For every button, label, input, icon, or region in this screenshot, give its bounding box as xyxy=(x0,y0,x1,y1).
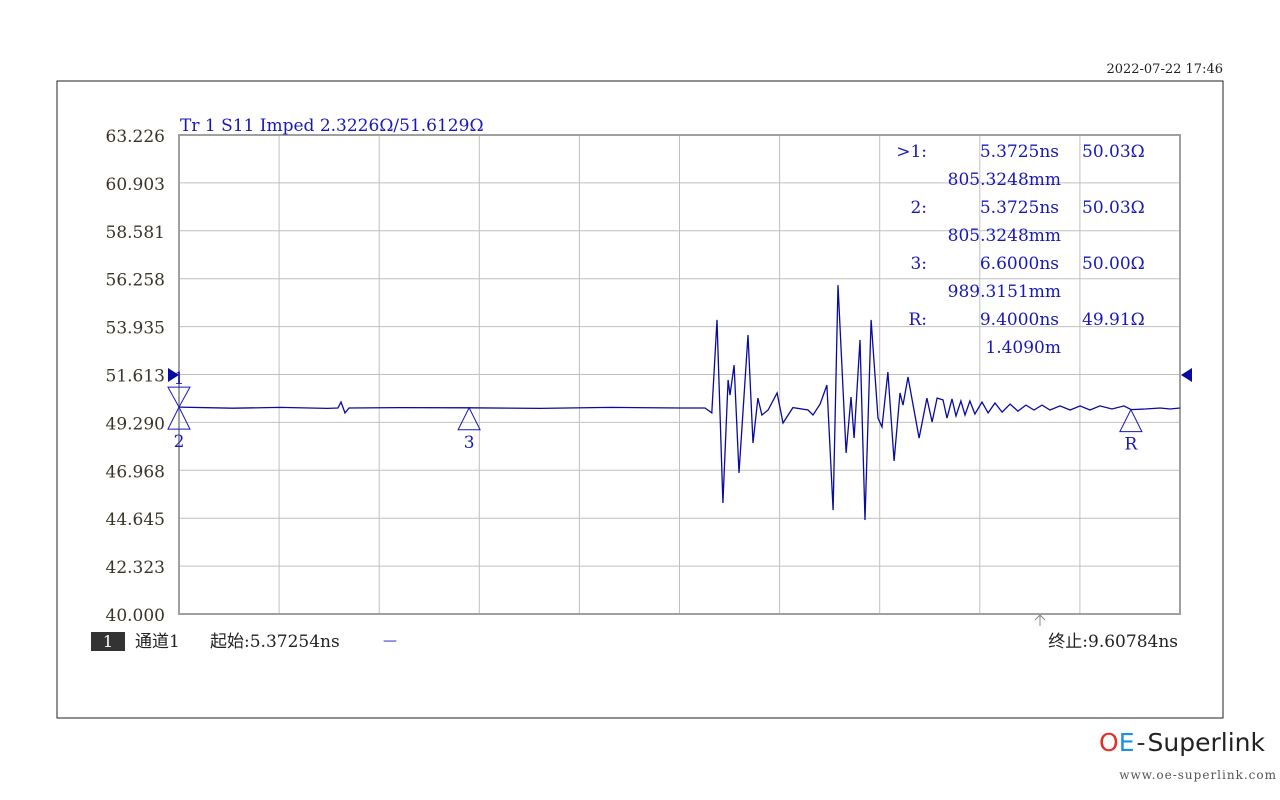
right-reference-arrow-icon[interactable] xyxy=(1181,368,1192,382)
y-tick-label: 60.903 xyxy=(106,175,165,195)
left-reference-arrow-icon[interactable] xyxy=(168,368,179,382)
y-tick-label: 63.226 xyxy=(106,127,165,147)
oe-superlink-logo: OE-Superlink www.oe-superlink.com xyxy=(1099,728,1277,782)
marker-2[interactable]: 2 xyxy=(167,406,191,452)
channel-badge[interactable] xyxy=(91,632,125,651)
marker-distance: 1.4090m xyxy=(985,338,1061,358)
y-tick-label: 53.935 xyxy=(106,319,165,339)
marker-distance: 805.3248mm xyxy=(948,170,1061,190)
marker-time: 9.4000ns xyxy=(980,310,1059,330)
marker-1[interactable]: 1 xyxy=(167,369,191,409)
marker-triangle-down-icon xyxy=(167,386,191,409)
marker-value: 50.03Ω xyxy=(1082,198,1145,218)
marker-label: 2 xyxy=(174,432,185,452)
impedance-trace xyxy=(179,285,1181,521)
marker-triangle-up-icon xyxy=(167,406,191,430)
marker-triangle-up-icon xyxy=(457,406,481,431)
svg-text:OE-Superlink: OE-Superlink xyxy=(1099,728,1265,757)
screen-frame xyxy=(56,80,1224,719)
marker-table-row: R: 9.4000ns 49.91Ω 1.4090m xyxy=(908,310,1144,358)
y-tick-label: 42.323 xyxy=(106,558,165,578)
marker-label: 3 xyxy=(464,433,475,453)
marker-id: 2: xyxy=(910,198,927,218)
marker-table: >1: 5.3725ns 50.03Ω 805.3248mm 2: 5.3725ns 50.… xyxy=(896,142,1145,358)
y-tick-label: 58.581 xyxy=(106,223,165,243)
y-tick-label: 51.613 xyxy=(106,367,165,387)
logo-url: www.oe-superlink.com xyxy=(1119,768,1277,782)
marker-time: 6.6000ns xyxy=(980,254,1059,274)
start-time: 起始:5.37254ns xyxy=(210,632,340,652)
trace-header: Tr 1 S11 Imped 2.3226Ω/51.6129Ω xyxy=(180,116,484,136)
marker-value: 50.03Ω xyxy=(1082,142,1145,162)
timestamp: 2022-07-22 17:46 xyxy=(1106,62,1223,77)
plot-frame xyxy=(178,134,1181,615)
bottom-pointer-arrow-icon xyxy=(1034,614,1046,626)
channel-badge-number: 1 xyxy=(103,632,113,651)
marker-time: 5.3725ns xyxy=(980,198,1059,218)
y-axis-ticks: 63.226 60.903 58.581 56.258 53.935 51.613 49.2… xyxy=(106,127,165,626)
marker-table-row: 2: 5.3725ns 50.03Ω 805.3248mm xyxy=(910,198,1144,246)
marker-R[interactable]: R xyxy=(1119,408,1143,455)
marker-label: 1 xyxy=(174,369,185,389)
y-tick-label: 44.645 xyxy=(106,510,165,530)
marker-distance: 805.3248mm xyxy=(948,226,1061,246)
y-tick-label: 49.290 xyxy=(106,414,165,434)
trace-dash: — xyxy=(383,633,397,649)
channel-label: 通道1 xyxy=(135,632,180,652)
stop-time: 终止:9.60784ns xyxy=(1048,632,1178,652)
marker-value: 50.00Ω xyxy=(1082,254,1145,274)
marker-value: 49.91Ω xyxy=(1082,310,1145,330)
marker-triangle-up-icon xyxy=(1119,408,1143,433)
y-tick-label: 56.258 xyxy=(106,271,165,291)
marker-table-row: >1: 5.3725ns 50.03Ω 805.3248mm xyxy=(896,142,1145,190)
marker-id: 3: xyxy=(910,254,927,274)
marker-3[interactable]: 3 xyxy=(457,406,481,453)
markers: 1 2 3 R xyxy=(167,369,1143,455)
marker-id: >1: xyxy=(896,142,927,162)
marker-time: 5.3725ns xyxy=(980,142,1059,162)
y-tick-label: 40.000 xyxy=(106,606,165,626)
marker-label: R xyxy=(1124,435,1138,455)
marker-table-row: 3: 6.6000ns 50.00Ω 989.3151mm xyxy=(910,254,1144,302)
plot-grid xyxy=(179,135,1180,614)
marker-id: R: xyxy=(908,310,927,330)
y-tick-label: 46.968 xyxy=(106,462,165,482)
marker-distance: 989.3151mm xyxy=(948,282,1061,302)
